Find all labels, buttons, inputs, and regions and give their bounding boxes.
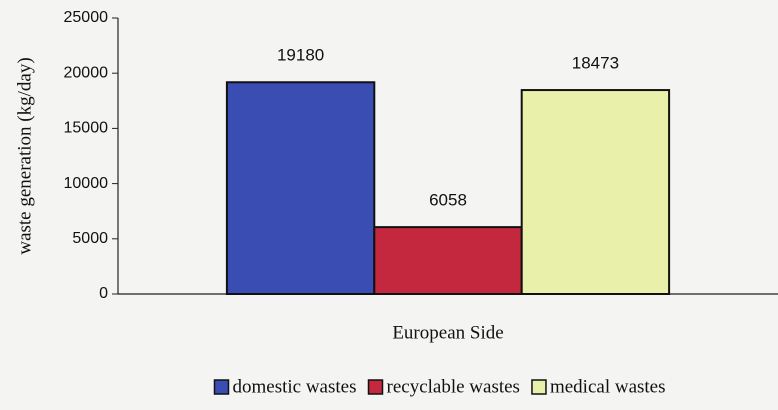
value-label: 19180 (277, 46, 324, 65)
value-label: 18473 (572, 54, 619, 73)
bar (373, 226, 523, 295)
legend-label: domestic wastes (232, 376, 356, 397)
legend-swatch (531, 379, 547, 395)
legend-swatch (367, 379, 384, 395)
y-tick-label: 15000 (64, 120, 109, 137)
y-tick-label: 20000 (64, 64, 109, 81)
legend-label: recyclable wastes (387, 376, 520, 397)
y-tick-label: 25000 (64, 9, 109, 26)
y-tick-label: 0 (99, 285, 108, 302)
legend-swatch (213, 379, 230, 395)
legend-label: medical wastes (550, 376, 666, 397)
y-tick-label: 5000 (72, 230, 108, 247)
x-tick-label: European Side (392, 322, 503, 343)
y-axis-label: waste generation (kg/day) (14, 57, 35, 254)
value-label: 6058 (429, 191, 467, 210)
bar (225, 81, 376, 295)
bar (520, 89, 671, 296)
y-tick-label: 10000 (64, 175, 109, 192)
